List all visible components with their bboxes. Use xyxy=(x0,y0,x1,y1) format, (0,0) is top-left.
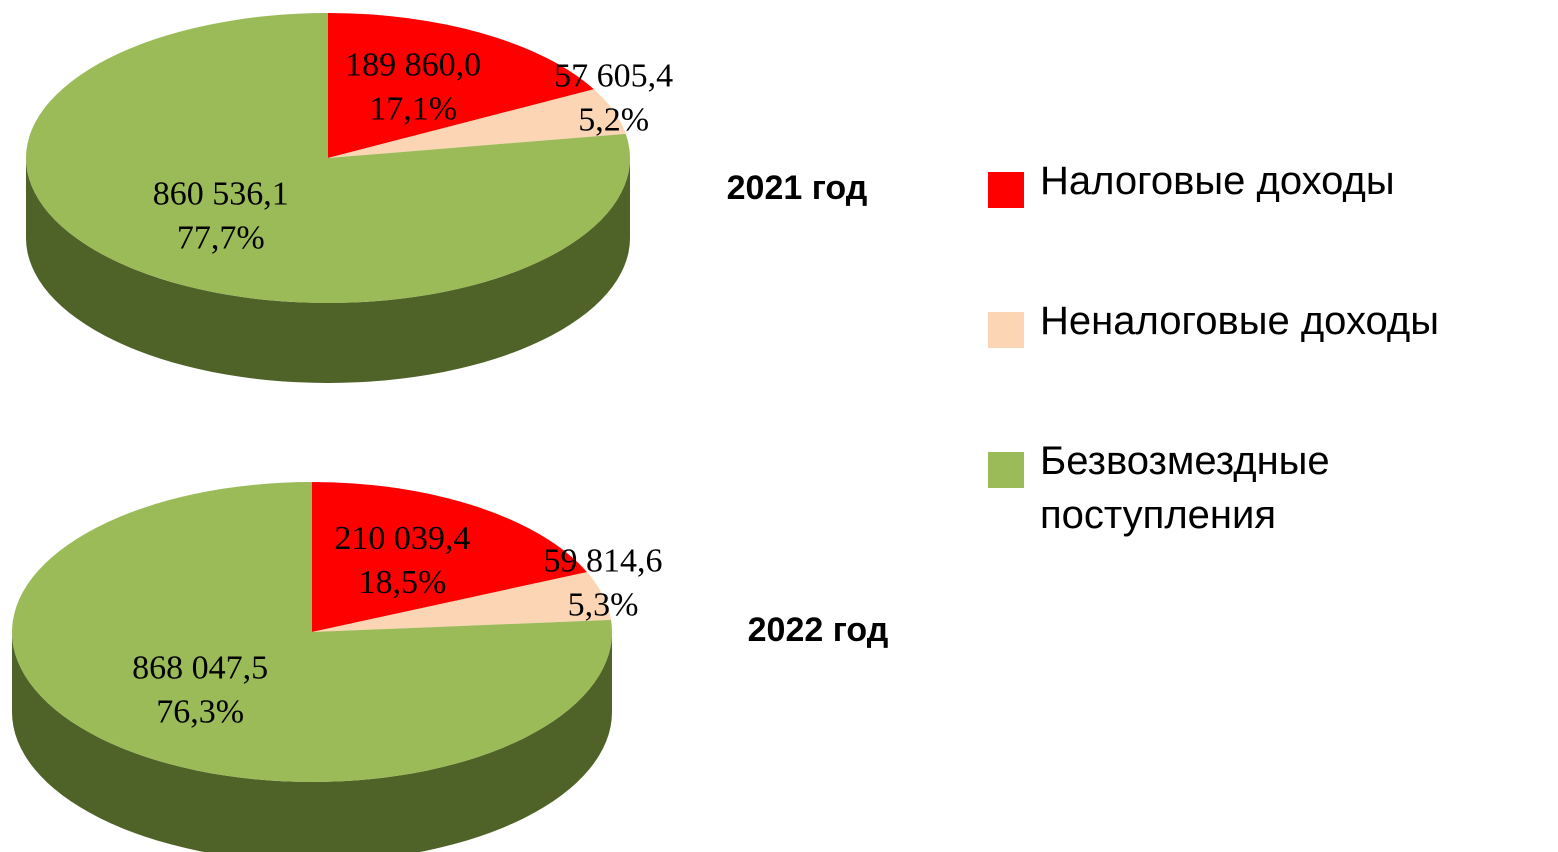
legend-swatch xyxy=(988,452,1024,488)
legend-label: Налоговые доходы xyxy=(1040,159,1395,203)
pie-slice xyxy=(328,89,626,158)
chart-title: 2022 год xyxy=(748,611,889,649)
legend-swatch xyxy=(988,172,1024,208)
legend-label: Неналоговые доходы xyxy=(1040,299,1439,343)
pie-slice xyxy=(328,13,594,158)
data-label: 17,1% xyxy=(369,90,457,127)
data-label: 77,7% xyxy=(177,220,265,257)
pie-slice xyxy=(312,482,588,632)
chart-title: 2021 год xyxy=(727,169,868,207)
data-label: 860 536,1 xyxy=(153,176,289,213)
data-label: 57 605,4 xyxy=(554,58,673,95)
pie-slice xyxy=(312,572,612,632)
data-label: 210 039,4 xyxy=(334,520,470,557)
data-label: 76,3% xyxy=(156,693,244,730)
data-label: 59 814,6 xyxy=(543,542,662,579)
legend-label: Безвозмездные поступления xyxy=(1040,439,1330,537)
data-label: 5,3% xyxy=(568,586,639,623)
pie-side xyxy=(12,632,612,852)
data-label: 18,5% xyxy=(358,564,446,601)
pie-slice xyxy=(26,13,631,303)
legend-swatch xyxy=(988,312,1024,348)
data-label: 189 860,0 xyxy=(345,46,481,83)
data-label: 868 047,5 xyxy=(132,649,268,686)
pie-side xyxy=(26,158,630,383)
data-label: 5,2% xyxy=(578,102,649,139)
pie-slice xyxy=(12,481,613,782)
